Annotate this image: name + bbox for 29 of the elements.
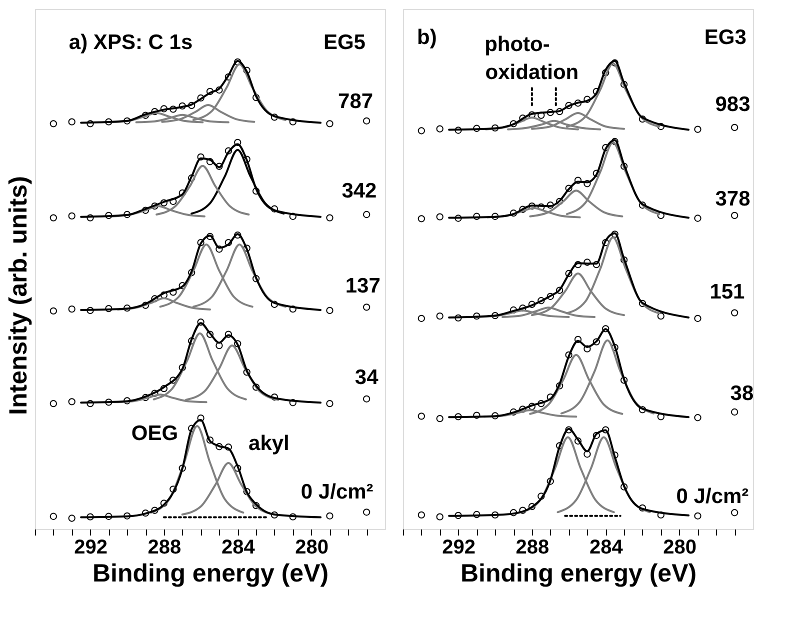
text: a) XPS: C 1s xyxy=(68,31,193,54)
x-tick-label: 280 xyxy=(663,536,697,558)
annotation: 983 xyxy=(715,92,750,116)
text: EG3 xyxy=(704,26,746,50)
annotation: 137 xyxy=(345,274,380,298)
x-tick-label: 288 xyxy=(148,536,182,558)
annotation: OEG xyxy=(131,422,178,445)
annotation: 38 xyxy=(730,382,754,406)
x-tick-label: 284 xyxy=(221,536,256,558)
x-tick-label: 288 xyxy=(516,536,550,558)
x-axis-title: Binding energy (eV) xyxy=(92,560,329,588)
annotation: 378 xyxy=(715,188,751,211)
annotation: akyl xyxy=(248,432,290,455)
text: EG5 xyxy=(323,31,366,54)
annotation: 342 xyxy=(342,180,377,203)
x-tick-label: 292 xyxy=(442,536,476,558)
x-tick-label: 280 xyxy=(295,536,329,558)
annotation: 787 xyxy=(338,90,374,114)
text: photo- xyxy=(484,33,550,56)
annotation: 151 xyxy=(710,280,746,304)
annotation: oxidation xyxy=(485,61,579,84)
x-axis-title: Binding energy (eV) xyxy=(460,560,697,588)
annotation: 0 J/cm² xyxy=(300,480,374,504)
y-axis-title: Intensity (arb. units) xyxy=(4,176,32,415)
x-tick-label: 292 xyxy=(74,536,108,558)
text: b) xyxy=(417,26,437,50)
x-tick-label: 284 xyxy=(589,536,624,558)
annotation: 34 xyxy=(354,366,379,389)
annotation: 0 J/cm² xyxy=(676,485,749,508)
